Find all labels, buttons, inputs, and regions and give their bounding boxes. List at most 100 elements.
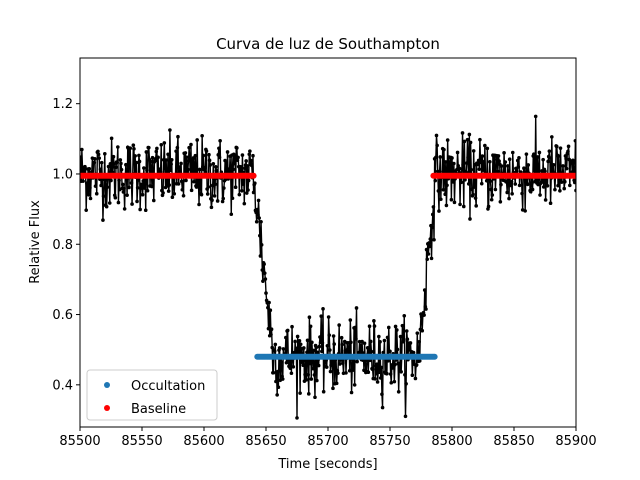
light-curve-point: [422, 288, 427, 292]
light-curve-point: [572, 180, 576, 185]
light-curve-point: [480, 154, 485, 158]
light-curve-point: [119, 161, 123, 166]
light-curve-point: [135, 186, 140, 190]
light-curve-point: [557, 178, 562, 182]
light-curve-point: [378, 339, 382, 344]
light-curve-point: [240, 189, 244, 193]
light-curve-point: [543, 198, 548, 202]
light-curve-point: [427, 241, 431, 245]
light-curve-point: [367, 324, 372, 329]
light-curve-point: [465, 137, 470, 142]
light-curve-point: [274, 379, 278, 384]
light-curve-point: [109, 136, 114, 141]
light-curve-point: [236, 155, 240, 160]
light-curve-point: [472, 185, 477, 189]
light-curve-point: [113, 195, 118, 200]
light-curve-point: [461, 163, 465, 167]
light-curve-point: [225, 150, 230, 154]
light-curve-point: [161, 191, 165, 195]
light-curve-point: [99, 160, 104, 165]
light-curve-point: [80, 147, 84, 152]
light-curve-point: [253, 181, 257, 186]
light-curve-point: [431, 205, 436, 209]
light-curve-point: [530, 181, 534, 186]
light-curve-point: [378, 376, 383, 380]
light-curve-point: [207, 152, 211, 157]
light-curve-point: [213, 182, 217, 187]
light-curve-point: [297, 339, 302, 343]
light-curve-point: [176, 182, 181, 186]
y-axis: 0.4 0.6 0.8 1.0 1.2: [52, 97, 80, 393]
light-curve-point: [390, 366, 395, 370]
light-curve-point: [181, 179, 185, 184]
light-curve-point: [417, 359, 422, 363]
light-curve-point: [120, 182, 125, 187]
light-curve-point: [306, 372, 310, 377]
x-tick-label: 85550: [121, 434, 162, 449]
light-curve-point: [470, 187, 474, 192]
light-curve-point: [537, 150, 542, 155]
light-curve-point: [257, 216, 261, 220]
light-curve-point: [189, 188, 194, 193]
light-curve-point: [308, 324, 313, 329]
light-curve-point: [315, 378, 319, 383]
light-curve-point: [439, 197, 443, 202]
light-curve-point: [207, 158, 212, 163]
light-curve-point: [331, 386, 335, 391]
light-curve-point: [403, 414, 408, 419]
light-curve-point: [348, 318, 353, 322]
light-curve-point: [326, 315, 331, 319]
y-tick-label: 1.2: [52, 97, 73, 112]
legend-label-baseline: Baseline: [131, 402, 186, 417]
light-curve-point: [388, 349, 392, 354]
light-curve-point: [392, 379, 397, 384]
light-curve-point: [377, 370, 382, 375]
light-curve-point: [533, 114, 538, 119]
light-curve-point: [271, 370, 276, 375]
light-curve-point: [571, 160, 576, 165]
light-curve-point: [270, 345, 275, 350]
light-curve-point: [106, 164, 111, 169]
light-curve-point: [551, 169, 555, 174]
light-curve-point: [381, 350, 385, 355]
light-curve-point: [211, 161, 216, 166]
light-curve-point: [145, 188, 150, 193]
light-curve-point: [201, 153, 206, 158]
light-curve-point: [162, 141, 167, 145]
light-curve-point: [372, 324, 377, 328]
light-curve-point: [264, 291, 268, 295]
light-curve-point: [140, 192, 145, 197]
light-curve-point: [118, 158, 123, 162]
light-curve-point: [181, 193, 186, 198]
light-curve-point: [471, 149, 476, 153]
light-curve-point: [477, 167, 482, 172]
light-curve-point: [104, 204, 109, 209]
light-curve-point: [249, 158, 253, 163]
light-curve-point: [550, 135, 554, 139]
light-curve-point: [434, 155, 438, 160]
light-curve-point: [293, 339, 297, 344]
light-curve-point: [496, 169, 500, 174]
light-curve-point: [566, 149, 570, 154]
legend-marker-occultation: [104, 382, 110, 388]
light-curve-point: [130, 202, 134, 206]
light-curve-point: [339, 335, 344, 340]
light-curve-point: [137, 153, 141, 158]
light-curve-point: [393, 324, 398, 329]
light-curve-point: [221, 196, 226, 201]
light-curve-point: [167, 183, 172, 187]
light-curve-point: [159, 142, 164, 147]
light-curve-point: [189, 142, 193, 147]
light-curve-point: [479, 181, 484, 186]
light-curve-point: [295, 334, 300, 339]
baseline-series: [80, 172, 576, 179]
light-curve-point: [149, 166, 154, 171]
light-curve-point: [442, 147, 446, 152]
light-curve-point: [450, 156, 454, 160]
light-curve-point: [490, 193, 495, 197]
light-curve-point: [314, 345, 319, 350]
light-curve-point: [437, 209, 441, 213]
light-curve-point: [302, 346, 306, 350]
light-curve-point: [212, 194, 217, 198]
light-curve-point: [471, 192, 475, 197]
